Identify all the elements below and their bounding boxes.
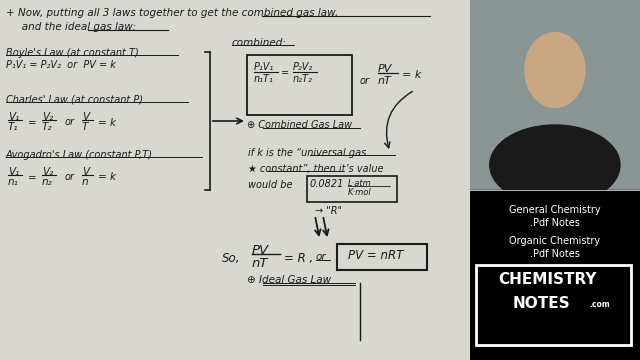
- Text: PV: PV: [378, 64, 392, 74]
- Bar: [337, 244, 427, 270]
- Text: → "R": → "R": [315, 206, 342, 216]
- Text: P₂V₂: P₂V₂: [293, 62, 313, 72]
- Text: n₁T₁: n₁T₁: [254, 74, 274, 84]
- Bar: [470, 190, 640, 360]
- Text: V: V: [82, 112, 89, 122]
- Text: 0.0821: 0.0821: [310, 179, 344, 189]
- Text: T₂: T₂: [42, 122, 52, 132]
- Text: n₂T₂: n₂T₂: [293, 74, 313, 84]
- Text: L·atm: L·atm: [348, 179, 372, 188]
- Text: So,: So,: [222, 252, 241, 265]
- Text: n: n: [82, 177, 88, 187]
- Text: = k: = k: [98, 118, 116, 128]
- Text: PV = nRT: PV = nRT: [348, 249, 403, 262]
- Ellipse shape: [490, 125, 620, 205]
- Text: = R ,: = R ,: [284, 252, 317, 265]
- Text: Avogadro's Law (constant P,T): Avogadro's Law (constant P,T): [6, 150, 153, 160]
- Text: .com: .com: [589, 300, 611, 309]
- Text: = k: = k: [98, 172, 116, 182]
- Text: P₁V₁ = P₂V₂  or  PV = k: P₁V₁ = P₂V₂ or PV = k: [6, 60, 116, 70]
- Text: ★ constant”, then it’s value: ★ constant”, then it’s value: [248, 164, 383, 174]
- Text: n₂: n₂: [42, 177, 52, 187]
- Bar: [247, 55, 352, 115]
- Text: =: =: [281, 68, 289, 78]
- Text: or: or: [316, 252, 326, 262]
- Text: PV: PV: [252, 244, 269, 257]
- Text: K·mol: K·mol: [348, 188, 372, 197]
- Text: ⊕ Ideal Gas Law: ⊕ Ideal Gas Law: [247, 275, 331, 285]
- Text: V₂: V₂: [42, 112, 53, 122]
- Text: T: T: [82, 122, 88, 132]
- Text: P₁V₁: P₁V₁: [254, 62, 274, 72]
- Text: or: or: [65, 117, 75, 127]
- Text: and the ideal gas law:: and the ideal gas law:: [12, 22, 136, 32]
- Text: or: or: [65, 172, 75, 182]
- Text: n₁: n₁: [8, 177, 19, 187]
- Text: V₁: V₁: [8, 167, 19, 177]
- Text: if k is the “universal gas: if k is the “universal gas: [248, 148, 366, 158]
- Text: Organic Chemistry: Organic Chemistry: [509, 236, 600, 246]
- Ellipse shape: [525, 32, 585, 108]
- Text: ⊕ Combined Gas Law: ⊕ Combined Gas Law: [247, 120, 352, 130]
- Text: .Pdf Notes: .Pdf Notes: [530, 218, 580, 228]
- Text: Charles' Law (at constant P): Charles' Law (at constant P): [6, 95, 143, 105]
- Text: Boyle's Law (at constant T): Boyle's Law (at constant T): [6, 48, 139, 58]
- Text: V₂: V₂: [42, 167, 53, 177]
- Text: combined:: combined:: [232, 38, 287, 48]
- Text: or: or: [360, 76, 370, 86]
- Bar: [307, 176, 397, 202]
- Text: nT: nT: [252, 257, 268, 270]
- Text: NOTES: NOTES: [513, 296, 571, 311]
- Text: CHEMISTRY: CHEMISTRY: [499, 272, 597, 287]
- Text: .Pdf Notes: .Pdf Notes: [530, 249, 580, 259]
- Text: T₁: T₁: [8, 122, 19, 132]
- Text: V₁: V₁: [8, 112, 19, 122]
- Text: V: V: [82, 167, 89, 177]
- Bar: [470, 0, 640, 190]
- Text: = k: = k: [402, 70, 421, 80]
- Text: nT: nT: [378, 76, 392, 86]
- Text: =: =: [28, 118, 36, 128]
- Text: would be: would be: [248, 180, 292, 190]
- Bar: [476, 265, 631, 345]
- Text: + Now, putting all 3 laws together to get the combined gas law,: + Now, putting all 3 laws together to ge…: [6, 8, 339, 18]
- Text: General Chemistry: General Chemistry: [509, 205, 601, 215]
- Text: =: =: [28, 173, 36, 183]
